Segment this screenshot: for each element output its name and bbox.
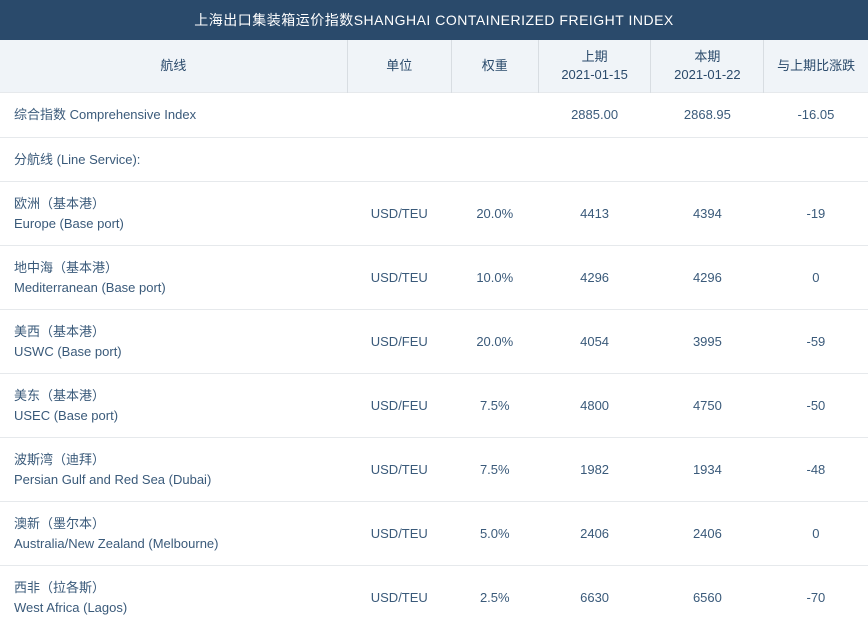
prev-label: 上期	[582, 49, 608, 64]
route-prev: 4413	[538, 182, 651, 246]
route-unit: USD/TEU	[347, 438, 451, 502]
route-unit: USD/FEU	[347, 374, 451, 438]
comprehensive-curr: 2868.95	[651, 93, 764, 138]
route-unit: USD/TEU	[347, 246, 451, 310]
route-change: -19	[764, 182, 868, 246]
route-weight: 7.5%	[451, 438, 538, 502]
col-weight: 权重	[451, 40, 538, 93]
comprehensive-weight	[451, 93, 538, 138]
route-curr: 4394	[651, 182, 764, 246]
route-name: 美西（基本港）USWC (Base port)	[0, 310, 347, 374]
route-name: 波斯湾（迪拜）Persian Gulf and Red Sea (Dubai)	[0, 438, 347, 502]
route-change: -48	[764, 438, 868, 502]
route-weight: 5.0%	[451, 502, 538, 566]
route-weight: 20.0%	[451, 182, 538, 246]
route-weight: 10.0%	[451, 246, 538, 310]
route-name: 西非（拉各斯）West Africa (Lagos)	[0, 566, 347, 629]
col-change: 与上期比涨跌	[764, 40, 868, 93]
route-unit: USD/TEU	[347, 502, 451, 566]
route-curr: 6560	[651, 566, 764, 629]
route-prev: 1982	[538, 438, 651, 502]
route-curr: 4750	[651, 374, 764, 438]
comprehensive-row: 综合指数 Comprehensive Index 2885.00 2868.95…	[0, 93, 868, 138]
prev-date: 2021-01-15	[561, 67, 628, 82]
table-row: 欧洲（基本港）Europe (Base port)USD/TEU20.0%441…	[0, 182, 868, 246]
route-curr: 2406	[651, 502, 764, 566]
route-unit: USD/TEU	[347, 182, 451, 246]
route-unit: USD/FEU	[347, 310, 451, 374]
route-prev: 4296	[538, 246, 651, 310]
comprehensive-unit	[347, 93, 451, 138]
col-route: 航线	[0, 40, 347, 93]
route-prev: 6630	[538, 566, 651, 629]
section-label: 分航线 (Line Service):	[0, 137, 868, 182]
route-unit: USD/TEU	[347, 566, 451, 629]
col-curr: 本期 2021-01-22	[651, 40, 764, 93]
table-row: 澳新（墨尔本）Australia/New Zealand (Melbourne)…	[0, 502, 868, 566]
table-row: 波斯湾（迪拜）Persian Gulf and Red Sea (Dubai)U…	[0, 438, 868, 502]
route-change: -59	[764, 310, 868, 374]
comprehensive-prev: 2885.00	[538, 93, 651, 138]
route-name: 欧洲（基本港）Europe (Base port)	[0, 182, 347, 246]
route-prev: 4800	[538, 374, 651, 438]
route-weight: 20.0%	[451, 310, 538, 374]
table-header-row: 航线 单位 权重 上期 2021-01-15 本期 2021-01-22 与上期…	[0, 40, 868, 93]
route-change: -70	[764, 566, 868, 629]
route-prev: 4054	[538, 310, 651, 374]
table-row: 地中海（基本港）Mediterranean (Base port)USD/TEU…	[0, 246, 868, 310]
curr-label: 本期	[694, 49, 720, 64]
table-row: 美东（基本港）USEC (Base port)USD/FEU7.5%480047…	[0, 374, 868, 438]
route-name: 美东（基本港）USEC (Base port)	[0, 374, 347, 438]
comprehensive-label: 综合指数 Comprehensive Index	[0, 93, 347, 138]
route-weight: 7.5%	[451, 374, 538, 438]
route-curr: 4296	[651, 246, 764, 310]
freight-index-table: 航线 单位 权重 上期 2021-01-15 本期 2021-01-22 与上期…	[0, 40, 868, 629]
route-change: 0	[764, 502, 868, 566]
curr-date: 2021-01-22	[674, 67, 741, 82]
route-curr: 1934	[651, 438, 764, 502]
route-curr: 3995	[651, 310, 764, 374]
col-unit: 单位	[347, 40, 451, 93]
route-name: 地中海（基本港）Mediterranean (Base port)	[0, 246, 347, 310]
route-weight: 2.5%	[451, 566, 538, 629]
table-row: 美西（基本港）USWC (Base port)USD/FEU20.0%40543…	[0, 310, 868, 374]
route-prev: 2406	[538, 502, 651, 566]
section-row: 分航线 (Line Service):	[0, 137, 868, 182]
table-row: 西非（拉各斯）West Africa (Lagos)USD/TEU2.5%663…	[0, 566, 868, 629]
route-change: -50	[764, 374, 868, 438]
comprehensive-change: -16.05	[764, 93, 868, 138]
col-prev: 上期 2021-01-15	[538, 40, 651, 93]
route-name: 澳新（墨尔本）Australia/New Zealand (Melbourne)	[0, 502, 347, 566]
route-change: 0	[764, 246, 868, 310]
page-title: 上海出口集装箱运价指数SHANGHAI CONTAINERIZED FREIGH…	[0, 0, 868, 40]
